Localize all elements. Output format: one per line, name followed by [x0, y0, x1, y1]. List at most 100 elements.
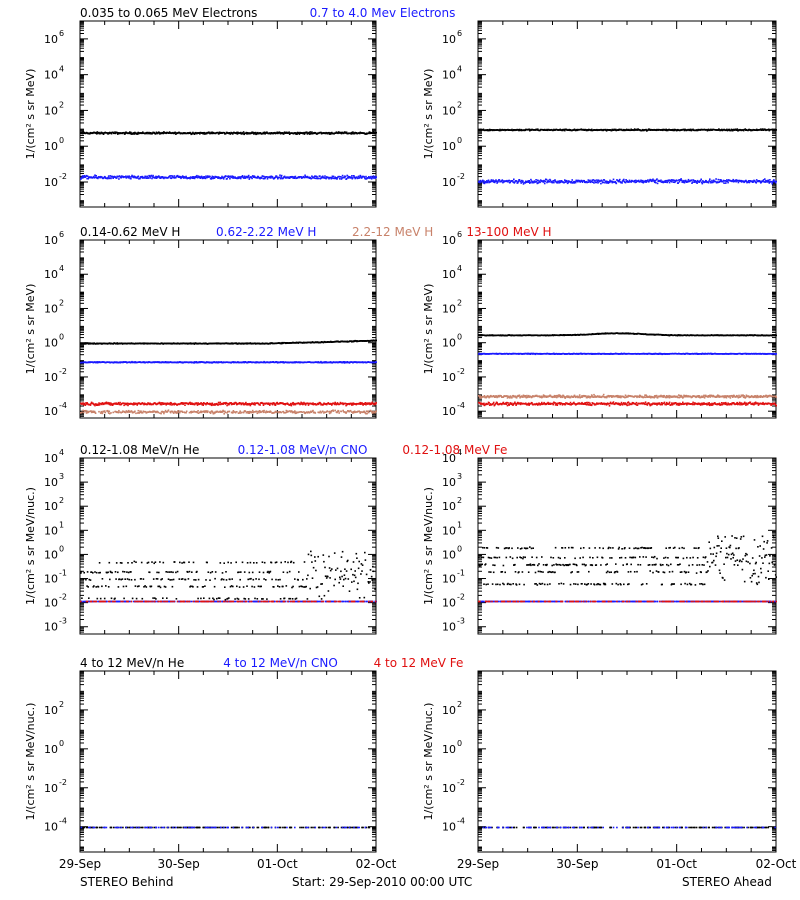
data-point	[765, 180, 768, 182]
data-point	[251, 177, 253, 180]
data-point	[358, 176, 361, 179]
data-point	[242, 411, 245, 414]
data-point	[335, 177, 338, 179]
data-point	[350, 133, 352, 135]
data-point	[683, 179, 685, 182]
data-point	[596, 180, 599, 182]
data-point	[124, 132, 126, 135]
data-point	[609, 179, 611, 182]
data-point	[340, 178, 343, 180]
data-point	[282, 132, 284, 134]
data-point	[591, 179, 594, 181]
data-point	[241, 176, 243, 178]
data-point	[509, 181, 512, 184]
data-point	[262, 132, 264, 135]
data-point	[185, 175, 187, 178]
data-point	[644, 179, 647, 182]
data-point	[682, 180, 684, 182]
data-point	[303, 176, 306, 179]
data-point	[266, 176, 268, 178]
data-point	[141, 175, 144, 178]
data-point	[273, 412, 275, 414]
data-point	[234, 176, 236, 178]
data-point	[351, 177, 354, 180]
data-point	[689, 129, 692, 132]
data-point	[653, 179, 655, 182]
data-point	[139, 177, 141, 180]
data-point	[149, 177, 151, 179]
data-point	[755, 128, 758, 131]
data-point	[86, 175, 89, 177]
data-point	[574, 181, 577, 184]
data-point	[209, 411, 211, 414]
data-point	[109, 412, 111, 415]
data-point	[98, 410, 100, 413]
data-point	[269, 176, 271, 179]
data-point	[320, 360, 322, 363]
data-point	[494, 181, 496, 184]
data-point	[218, 132, 220, 135]
data-point	[326, 410, 329, 412]
data-point	[179, 410, 182, 413]
data-point	[224, 410, 226, 413]
data-point	[525, 180, 527, 183]
data-point	[692, 179, 695, 182]
data-point	[493, 180, 496, 182]
data-point	[687, 178, 690, 181]
data-point	[217, 131, 219, 134]
data-point	[179, 411, 181, 414]
data-point	[146, 131, 149, 134]
data-point	[635, 181, 638, 183]
data-point	[159, 177, 162, 179]
data-point	[238, 176, 240, 178]
data-point	[725, 182, 727, 184]
data-point	[639, 180, 642, 183]
panel-frames	[79, 20, 777, 853]
data-point	[483, 182, 486, 185]
series-points	[80, 174, 377, 180]
data-point	[151, 176, 154, 178]
data-point	[653, 181, 656, 184]
data-point	[329, 133, 332, 135]
data-point	[357, 177, 359, 179]
data-point	[717, 181, 719, 184]
data-point	[748, 181, 751, 184]
series-points	[478, 178, 777, 185]
data-point	[142, 410, 145, 413]
data-point	[113, 132, 116, 134]
data-point	[279, 132, 281, 134]
data-point	[751, 180, 753, 182]
data-point	[681, 181, 683, 183]
data-point	[243, 175, 246, 178]
data-point	[727, 181, 729, 184]
data-point	[633, 129, 635, 132]
data-point	[200, 176, 202, 179]
data-point	[747, 181, 749, 183]
data-point	[159, 412, 161, 414]
data-point	[160, 176, 163, 179]
data-point	[282, 177, 285, 179]
data-point	[253, 132, 256, 134]
data-point	[668, 181, 671, 184]
data-point	[518, 179, 521, 181]
data-point	[147, 177, 150, 179]
data-point	[330, 177, 333, 180]
data-point	[331, 176, 333, 179]
data-point	[127, 175, 129, 178]
data-point	[167, 176, 170, 179]
data-point	[81, 411, 83, 414]
data-point	[586, 181, 589, 183]
data-point	[265, 411, 267, 414]
data-point	[172, 411, 174, 413]
data-point	[236, 133, 239, 135]
data-point	[255, 410, 258, 413]
data-point	[193, 176, 195, 178]
data-point	[662, 180, 664, 183]
data-point	[560, 181, 562, 183]
data-point	[648, 180, 650, 183]
data-point	[121, 411, 124, 413]
data-point	[696, 179, 699, 182]
data-point	[286, 411, 288, 413]
data-point	[225, 132, 227, 135]
data-point	[160, 412, 162, 415]
